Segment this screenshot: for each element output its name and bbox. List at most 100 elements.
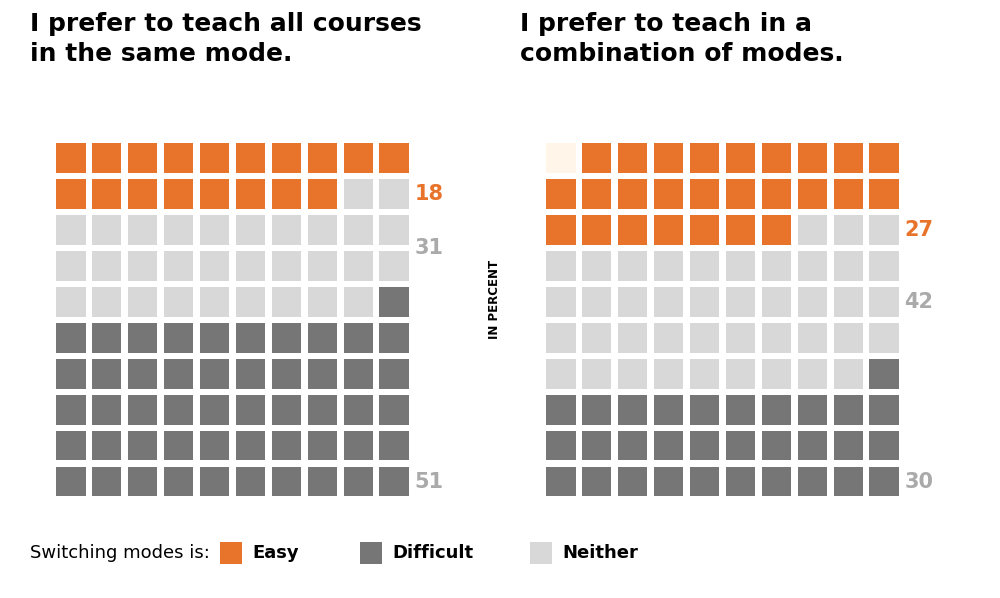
Bar bbox=[834, 251, 863, 280]
Bar bbox=[690, 467, 719, 496]
Bar bbox=[344, 467, 373, 496]
Bar bbox=[726, 179, 755, 209]
Bar bbox=[92, 251, 121, 280]
Bar bbox=[308, 395, 337, 425]
Bar bbox=[236, 323, 265, 353]
Bar bbox=[762, 179, 791, 209]
Bar bbox=[869, 215, 899, 245]
Bar bbox=[344, 215, 373, 245]
Bar bbox=[272, 251, 301, 280]
Bar bbox=[726, 395, 755, 425]
Bar bbox=[272, 144, 301, 173]
Bar bbox=[690, 287, 719, 317]
Text: 27: 27 bbox=[904, 220, 933, 240]
Bar bbox=[308, 431, 337, 460]
Bar bbox=[798, 467, 827, 496]
Bar bbox=[56, 395, 86, 425]
Bar bbox=[379, 251, 409, 280]
Bar bbox=[236, 467, 265, 496]
Bar bbox=[726, 251, 755, 280]
Bar bbox=[762, 395, 791, 425]
Bar bbox=[379, 395, 409, 425]
Bar bbox=[582, 467, 611, 496]
Bar bbox=[798, 215, 827, 245]
Bar bbox=[618, 395, 647, 425]
Bar bbox=[654, 251, 683, 280]
Bar bbox=[308, 287, 337, 317]
Bar bbox=[582, 395, 611, 425]
Bar bbox=[200, 323, 229, 353]
Bar bbox=[56, 251, 86, 280]
Bar bbox=[582, 215, 611, 245]
Bar bbox=[379, 144, 409, 173]
Bar bbox=[308, 323, 337, 353]
Bar bbox=[834, 359, 863, 389]
Bar bbox=[344, 287, 373, 317]
Bar bbox=[236, 395, 265, 425]
Bar bbox=[379, 323, 409, 353]
Bar bbox=[128, 431, 157, 460]
Bar bbox=[308, 144, 337, 173]
Bar bbox=[869, 251, 899, 280]
Bar bbox=[546, 215, 576, 245]
Bar bbox=[654, 144, 683, 173]
Bar bbox=[272, 431, 301, 460]
Bar bbox=[690, 179, 719, 209]
Text: 18: 18 bbox=[414, 184, 443, 204]
Text: I prefer to teach in a
combination of modes.: I prefer to teach in a combination of mo… bbox=[520, 12, 844, 66]
Bar bbox=[762, 287, 791, 317]
Bar bbox=[308, 359, 337, 389]
Bar bbox=[582, 323, 611, 353]
Bar bbox=[379, 467, 409, 496]
Bar bbox=[798, 251, 827, 280]
Bar bbox=[200, 251, 229, 280]
Bar bbox=[272, 359, 301, 389]
Bar bbox=[690, 215, 719, 245]
Text: Switching modes is:: Switching modes is: bbox=[30, 544, 210, 562]
Bar bbox=[200, 179, 229, 209]
Bar bbox=[762, 251, 791, 280]
Bar bbox=[798, 323, 827, 353]
Bar bbox=[618, 251, 647, 280]
Bar bbox=[56, 287, 86, 317]
Bar bbox=[546, 395, 576, 425]
Bar bbox=[92, 395, 121, 425]
Bar bbox=[164, 467, 193, 496]
Bar bbox=[798, 431, 827, 460]
Bar bbox=[344, 359, 373, 389]
Bar bbox=[726, 215, 755, 245]
Bar bbox=[762, 431, 791, 460]
Bar bbox=[236, 359, 265, 389]
Bar bbox=[798, 179, 827, 209]
Text: 30: 30 bbox=[904, 472, 933, 492]
Bar bbox=[236, 287, 265, 317]
Bar bbox=[200, 215, 229, 245]
Bar bbox=[128, 179, 157, 209]
Bar bbox=[654, 323, 683, 353]
Bar bbox=[200, 144, 229, 173]
Bar bbox=[582, 179, 611, 209]
Bar bbox=[56, 215, 86, 245]
Bar bbox=[379, 179, 409, 209]
Bar bbox=[762, 215, 791, 245]
Bar bbox=[308, 215, 337, 245]
Bar bbox=[798, 359, 827, 389]
Bar bbox=[128, 395, 157, 425]
Bar bbox=[618, 467, 647, 496]
Bar bbox=[92, 287, 121, 317]
Bar bbox=[56, 431, 86, 460]
Bar bbox=[200, 359, 229, 389]
Bar bbox=[582, 144, 611, 173]
Bar bbox=[618, 144, 647, 173]
Bar bbox=[344, 251, 373, 280]
Bar bbox=[379, 431, 409, 460]
Bar bbox=[164, 359, 193, 389]
Bar bbox=[869, 395, 899, 425]
Bar bbox=[762, 467, 791, 496]
Bar bbox=[834, 179, 863, 209]
Bar bbox=[164, 431, 193, 460]
Bar bbox=[308, 179, 337, 209]
Bar bbox=[272, 395, 301, 425]
Bar bbox=[128, 215, 157, 245]
Bar bbox=[272, 215, 301, 245]
